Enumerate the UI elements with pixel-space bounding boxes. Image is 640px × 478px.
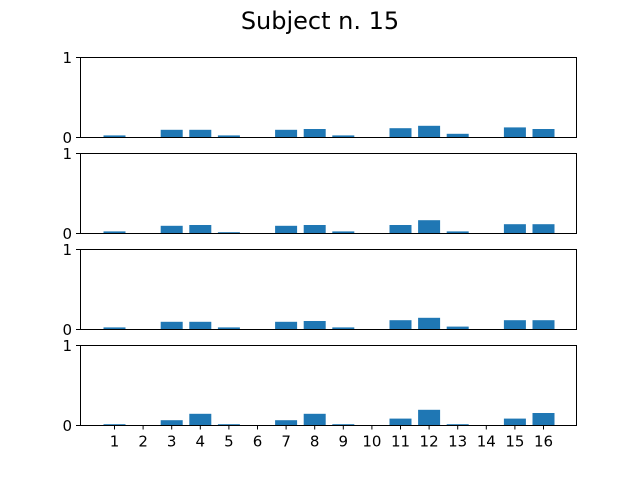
ytick-label-panel1-1: 1 [62,49,72,67]
ytick-label-panel2-1: 1 [62,145,72,163]
bar-panel4-cat15 [503,418,526,425]
bar-panel3-cat7 [275,321,298,329]
bar-panel2-cat4 [189,225,212,233]
bar-panel1-cat13 [446,133,469,137]
subplot-2: 01 [62,145,577,243]
bar-panel1-cat12 [418,125,441,137]
bar-panel4-cat5 [217,424,240,425]
axes-frame-panel1 [80,57,577,138]
bar-panel1-cat16 [532,129,555,137]
ytick-label-panel4-1: 1 [62,337,72,355]
axes-frame-panel4 [80,345,577,426]
ytick-label-panel3-1: 1 [62,241,72,259]
bar-panel3-cat5 [217,327,240,329]
bar-panel1-cat5 [217,135,240,137]
subplot-3: 01 [62,241,577,339]
figure-title: Subject n. 15 [241,7,399,35]
bar-panel3-cat4 [189,321,212,329]
bar-panel3-cat15 [503,320,526,329]
xtick-label-4: 4 [196,433,206,451]
ytick-label-panel2-0: 0 [62,225,72,243]
bar-panel4-cat12 [418,409,441,425]
bar-panel2-cat8 [303,225,326,233]
bar-panel3-cat16 [532,320,555,329]
bar-panel2-cat15 [503,224,526,233]
bar-panel4-cat1 [103,424,126,425]
xtick-label-12: 12 [420,433,439,451]
xtick-label-5: 5 [224,433,234,451]
xtick-label-13: 13 [448,433,467,451]
subplot-1: 01 [62,49,577,147]
xtick-label-10: 10 [362,433,381,451]
bar-panel2-cat11 [389,225,412,233]
xtick-label-14: 14 [477,433,496,451]
bar-panel1-cat9 [332,135,355,137]
bar-panel3-cat13 [446,326,469,329]
bar-panel3-cat11 [389,320,412,329]
xtick-label-15: 15 [505,433,524,451]
bar-panel1-cat8 [303,129,326,137]
bar-panel1-cat1 [103,135,126,137]
bar-panel4-cat7 [275,420,298,425]
axes-frame-panel2 [80,153,577,234]
bar-panel4-cat16 [532,413,555,425]
bar-panel2-cat7 [275,225,298,233]
bar-panel1-cat7 [275,129,298,137]
bar-panel2-cat3 [160,225,183,233]
bar-panel4-cat3 [160,420,183,425]
bar-panel1-cat11 [389,128,412,137]
bar-panel3-cat9 [332,327,355,329]
bar-panel3-cat12 [418,317,441,329]
bar-panel3-cat1 [103,327,126,329]
xtick-label-16: 16 [534,433,553,451]
bar-panel4-cat4 [189,413,212,425]
bar-panel4-cat13 [446,424,469,425]
bar-panel1-cat4 [189,129,212,137]
bar-panel2-cat5 [217,232,240,233]
xtick-label-11: 11 [391,433,410,451]
bar-panel2-cat1 [103,231,126,233]
xtick-label-9: 9 [339,433,349,451]
bar-panel2-cat13 [446,231,469,233]
bar-panel4-cat9 [332,424,355,425]
subplot-4: 01 [62,337,577,435]
bar-panel2-cat9 [332,231,355,233]
ytick-label-panel1-0: 0 [62,129,72,147]
xtick-label-2: 2 [138,433,148,451]
ytick-label-panel3-0: 0 [62,321,72,339]
xtick-label-1: 1 [110,433,120,451]
xtick-label-7: 7 [281,433,291,451]
bar-panel2-cat16 [532,224,555,233]
bar-panel3-cat3 [160,321,183,329]
axes-frame-panel3 [80,249,577,330]
xtick-label-8: 8 [310,433,320,451]
ytick-label-panel4-0: 0 [62,417,72,435]
xtick-label-6: 6 [253,433,263,451]
bar-panel1-cat3 [160,129,183,137]
bar-panel4-cat11 [389,418,412,425]
bar-panel1-cat15 [503,127,526,137]
bar-panel3-cat8 [303,321,326,329]
xtick-label-3: 3 [167,433,177,451]
bar-panel2-cat12 [418,220,441,233]
bar-panel4-cat8 [303,413,326,425]
